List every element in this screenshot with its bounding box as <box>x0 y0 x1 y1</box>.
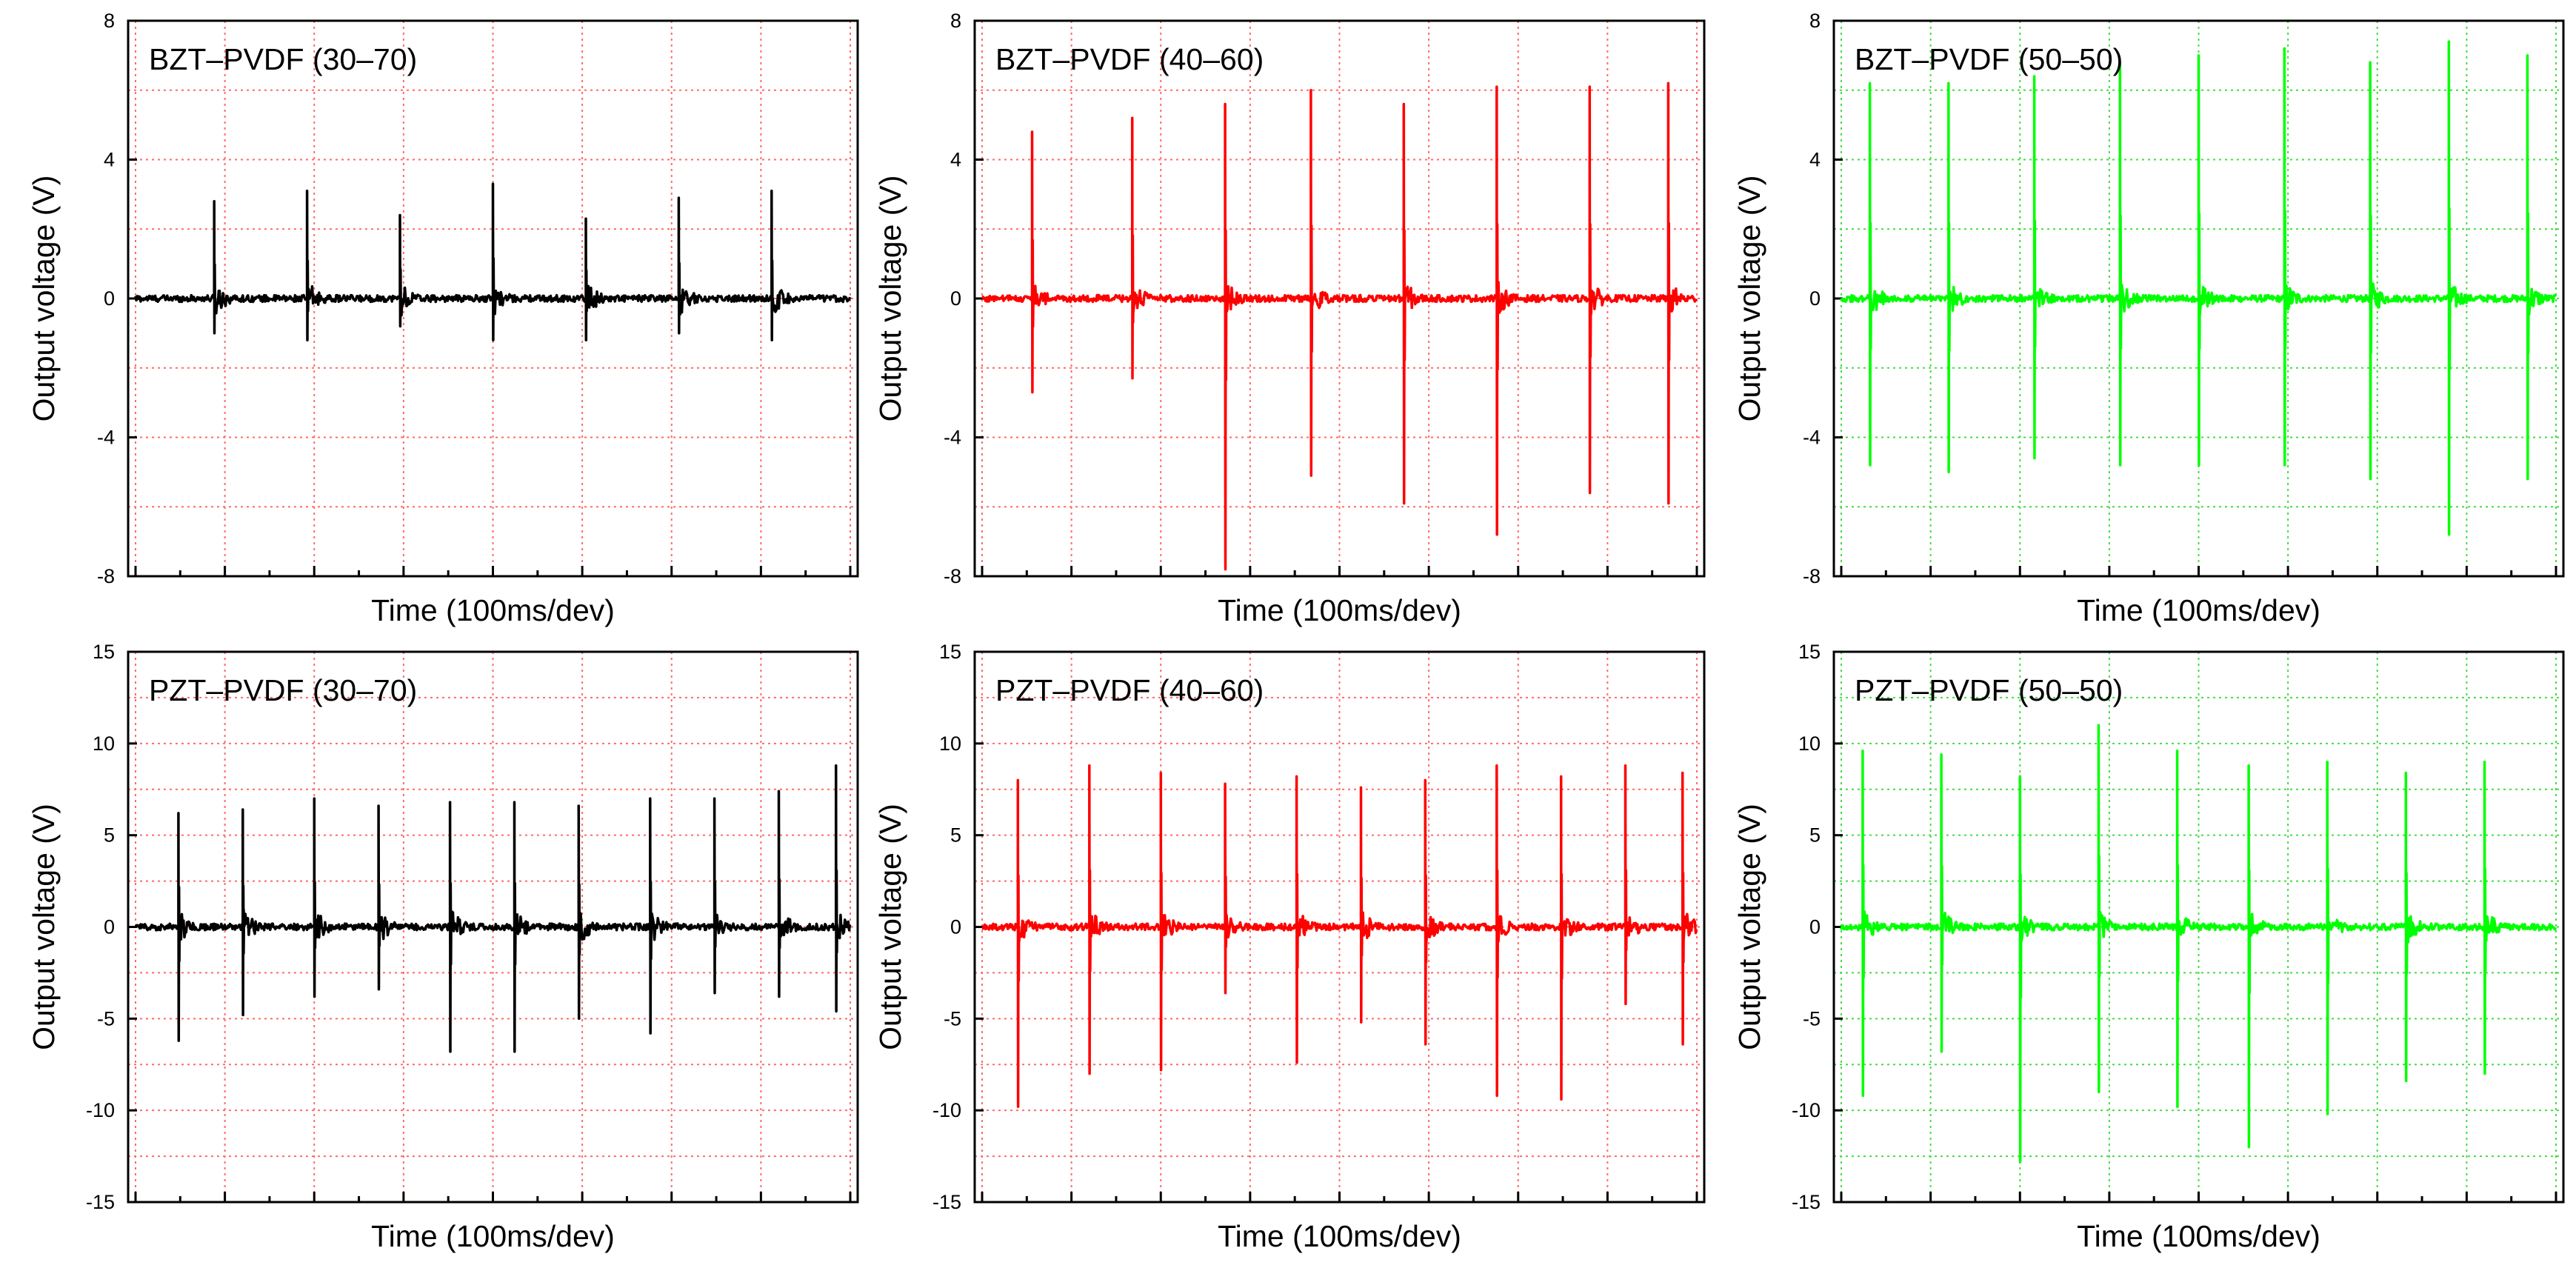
chart-panel-4: 15 10 5 0 -5 -10 -15 PZT–PVDF (30–70) Time (100m… <box>27 641 859 1253</box>
y-tick-label: 0 <box>104 916 115 938</box>
chart-panel-2: 8 4 0 -4 -8 BZT–PVDF (40–60) Time (100ms/dev) O… <box>873 10 1706 627</box>
y-axis-title: Output voltage (V) <box>873 804 907 1050</box>
panel-title: BZT–PVDF (50–50) <box>1855 42 2123 76</box>
y-tick-label: -5 <box>1803 1007 1821 1030</box>
y-axis-title: Output voltage (V) <box>873 176 907 422</box>
panel-title: BZT–PVDF (40–60) <box>995 42 1264 76</box>
signal-trace <box>981 764 1698 1108</box>
y-tick-label: 8 <box>104 10 115 32</box>
y-tick-label: -5 <box>97 1007 115 1030</box>
y-tick-label: 10 <box>939 733 961 755</box>
signal-trace <box>981 81 1698 571</box>
y-tick-label: 8 <box>950 10 961 32</box>
x-axis-title: Time (100ms/dev) <box>1218 1219 1461 1253</box>
y-tick-label: 0 <box>950 916 961 938</box>
y-tick-label: -4 <box>944 427 961 449</box>
y-tick-label: 10 <box>93 733 115 755</box>
y-tick-label: -15 <box>1792 1191 1821 1213</box>
y-tick-label: 0 <box>1809 287 1821 310</box>
y-tick-label: -15 <box>86 1191 115 1213</box>
signal-trace <box>134 764 852 1053</box>
x-axis-title: Time (100ms/dev) <box>1218 593 1461 627</box>
x-axis-title: Time (100ms/dev) <box>371 1219 615 1253</box>
y-axis-title: Output voltage (V) <box>27 804 61 1050</box>
y-tick-label: -10 <box>1792 1099 1821 1121</box>
y-tick-label: 0 <box>950 287 961 310</box>
y-axis-title: Output voltage (V) <box>1732 804 1766 1050</box>
y-tick-label: 15 <box>1798 641 1821 663</box>
y-tick-label: 15 <box>93 641 115 663</box>
x-axis-title: Time (100ms/dev) <box>2077 593 2320 627</box>
y-tick-label: 4 <box>950 149 961 171</box>
chart-panel-6: 15 10 5 0 -5 -10 -15 PZT–PVDF (50–50) Time (100m… <box>1732 641 2565 1253</box>
panel-title: PZT–PVDF (30–70) <box>149 673 417 707</box>
y-tick-label: -8 <box>97 565 115 587</box>
y-tick-label: 0 <box>1809 916 1821 938</box>
panel-title: PZT–PVDF (50–50) <box>1855 673 2123 707</box>
y-tick-label: 5 <box>1809 824 1821 847</box>
y-tick-label: -4 <box>1803 427 1821 449</box>
y-tick-label: -8 <box>944 565 961 587</box>
y-tick-label: -15 <box>932 1191 961 1213</box>
y-tick-label: -8 <box>1803 565 1821 587</box>
y-tick-label: 15 <box>939 641 961 663</box>
chart-panel-3: 8 4 0 -4 -8 BZT–PVDF (50–50) Time (100ms/dev) O… <box>1732 10 2565 627</box>
y-tick-label: -10 <box>932 1099 961 1121</box>
signal-trace <box>134 182 852 342</box>
signal-trace <box>1840 40 2557 536</box>
y-tick-label: 8 <box>1809 10 1821 32</box>
y-tick-label: 4 <box>104 149 115 171</box>
panel-title: BZT–PVDF (30–70) <box>149 42 417 76</box>
signal-trace <box>1840 724 2557 1164</box>
x-axis-title: Time (100ms/dev) <box>2077 1219 2320 1253</box>
y-axis-title: Output voltage (V) <box>1732 176 1766 422</box>
chart-panel-1: 8 4 0 -4 -8 BZT–PVDF (30–70) Time (100ms/dev) O… <box>27 10 859 627</box>
x-axis-title: Time (100ms/dev) <box>371 593 615 627</box>
y-tick-label: 0 <box>104 287 115 310</box>
panel-title: PZT–PVDF (40–60) <box>995 673 1264 707</box>
y-tick-label: -5 <box>944 1007 961 1030</box>
y-tick-label: -4 <box>97 427 115 449</box>
y-tick-label: 5 <box>104 824 115 847</box>
y-tick-label: 4 <box>1809 149 1821 171</box>
chart-panel-5: 15 10 5 0 -5 -10 -15 PZT–PVDF (40–60) Time (100m… <box>873 641 1706 1253</box>
y-axis-title: Output voltage (V) <box>27 176 61 422</box>
y-tick-label: 10 <box>1798 733 1821 755</box>
y-tick-label: 5 <box>950 824 961 847</box>
y-tick-label: -10 <box>86 1099 115 1121</box>
